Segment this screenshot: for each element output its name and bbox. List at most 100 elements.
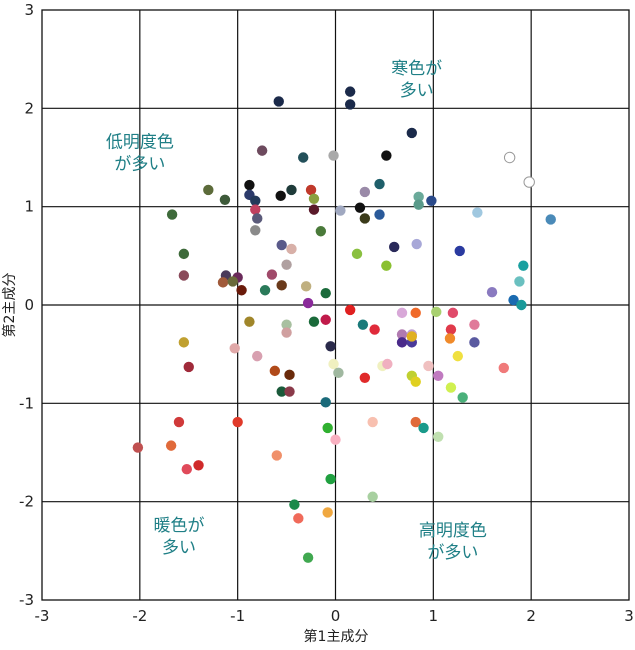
- data-point: [252, 213, 263, 224]
- x-tick-labels: -3 -2 -1 0 1 2 3: [35, 607, 634, 625]
- data-point: [396, 307, 408, 319]
- data-point: [344, 304, 356, 316]
- data-point: [252, 350, 263, 362]
- data-point: [452, 350, 463, 362]
- data-point: [236, 285, 247, 296]
- data-point: [244, 316, 255, 327]
- data-point: [219, 194, 231, 205]
- data-point: [250, 204, 261, 215]
- data-point: [406, 127, 418, 139]
- data-point: [486, 287, 498, 298]
- data-point: [351, 248, 363, 260]
- y-tick-labels: 3 2 1 0 -1 -2 -3: [19, 1, 34, 609]
- data-point: [298, 152, 309, 163]
- data-point: [284, 369, 295, 381]
- data-point: [320, 288, 331, 299]
- data-point: [433, 431, 444, 442]
- data-point: [413, 199, 424, 210]
- data-point: [503, 151, 516, 164]
- x-tick-label: 3: [624, 607, 634, 625]
- data-point: [256, 145, 268, 156]
- data-point: [286, 243, 297, 255]
- y-tick-label: 0: [24, 296, 34, 314]
- data-point: [445, 382, 457, 393]
- grid-lines: [42, 10, 629, 600]
- data-point: [389, 241, 400, 253]
- data-point: [374, 178, 385, 190]
- data-point: [293, 513, 304, 524]
- data-point: [217, 277, 229, 288]
- data-point: [281, 319, 292, 330]
- data-point: [308, 204, 320, 215]
- data-point: [281, 327, 292, 338]
- data-point: [447, 307, 459, 319]
- data-point: [328, 358, 339, 370]
- quadrant-annotation: 高明度色が多い: [419, 521, 487, 563]
- data-point: [354, 202, 366, 213]
- data-point: [276, 239, 287, 251]
- data-point: [178, 248, 190, 260]
- data-point: [514, 276, 525, 287]
- data-point: [315, 226, 327, 237]
- data-point: [227, 276, 238, 287]
- data-point: [508, 294, 519, 306]
- x-tick-label: -3: [35, 607, 50, 625]
- data-point: [286, 184, 297, 196]
- data-point: [322, 507, 333, 518]
- data-point: [259, 285, 271, 296]
- data-point: [381, 260, 392, 271]
- data-point: [183, 361, 194, 373]
- data-point: [498, 362, 509, 374]
- y-tick-label: 1: [24, 198, 34, 216]
- data-point: [229, 343, 240, 354]
- data-point: [276, 386, 287, 397]
- data-point: [411, 238, 422, 250]
- data-point: [374, 209, 385, 220]
- data-point: [302, 552, 314, 563]
- data-point: [445, 324, 457, 335]
- quadrant-annotation: 低明度色が多い: [106, 133, 174, 175]
- data-point: [410, 416, 421, 428]
- data-point: [322, 422, 333, 434]
- data-point: [181, 464, 192, 475]
- data-point: [357, 319, 369, 330]
- data-point: [273, 96, 284, 107]
- data-point: [320, 397, 331, 408]
- data-point: [413, 191, 424, 203]
- x-tick-label: 2: [526, 607, 536, 625]
- x-tick-label: -2: [132, 607, 147, 625]
- data-point: [178, 337, 190, 348]
- data-point: [325, 341, 336, 352]
- data-point: [359, 213, 371, 224]
- data-point: [382, 358, 393, 370]
- data-point: [344, 86, 356, 97]
- data-point: [244, 179, 255, 191]
- data-point: [266, 269, 278, 280]
- x-tick-label: -1: [230, 607, 245, 625]
- data-point: [330, 434, 341, 445]
- data-point: [444, 333, 456, 344]
- y-tick-label: 2: [24, 99, 34, 117]
- y-tick-label: -1: [19, 394, 34, 412]
- data-point: [203, 184, 214, 196]
- data-point: [423, 360, 434, 372]
- data-point: [308, 316, 320, 327]
- data-point: [406, 331, 418, 342]
- y-tick-label: 3: [24, 1, 34, 19]
- data-point: [165, 440, 177, 451]
- data-point: [518, 260, 529, 271]
- data-point: [469, 319, 480, 330]
- x-tick-label: 0: [331, 607, 341, 625]
- data-point: [275, 190, 286, 202]
- plot-frame: [41, 9, 630, 601]
- data-point: [281, 259, 292, 270]
- data-point: [454, 245, 465, 257]
- data-point: [418, 422, 429, 434]
- data-point: [545, 214, 556, 225]
- data-point: [523, 176, 535, 188]
- data-point: [333, 367, 344, 379]
- data-point: [335, 205, 346, 216]
- data-point: [516, 299, 527, 311]
- data-point: [232, 416, 243, 428]
